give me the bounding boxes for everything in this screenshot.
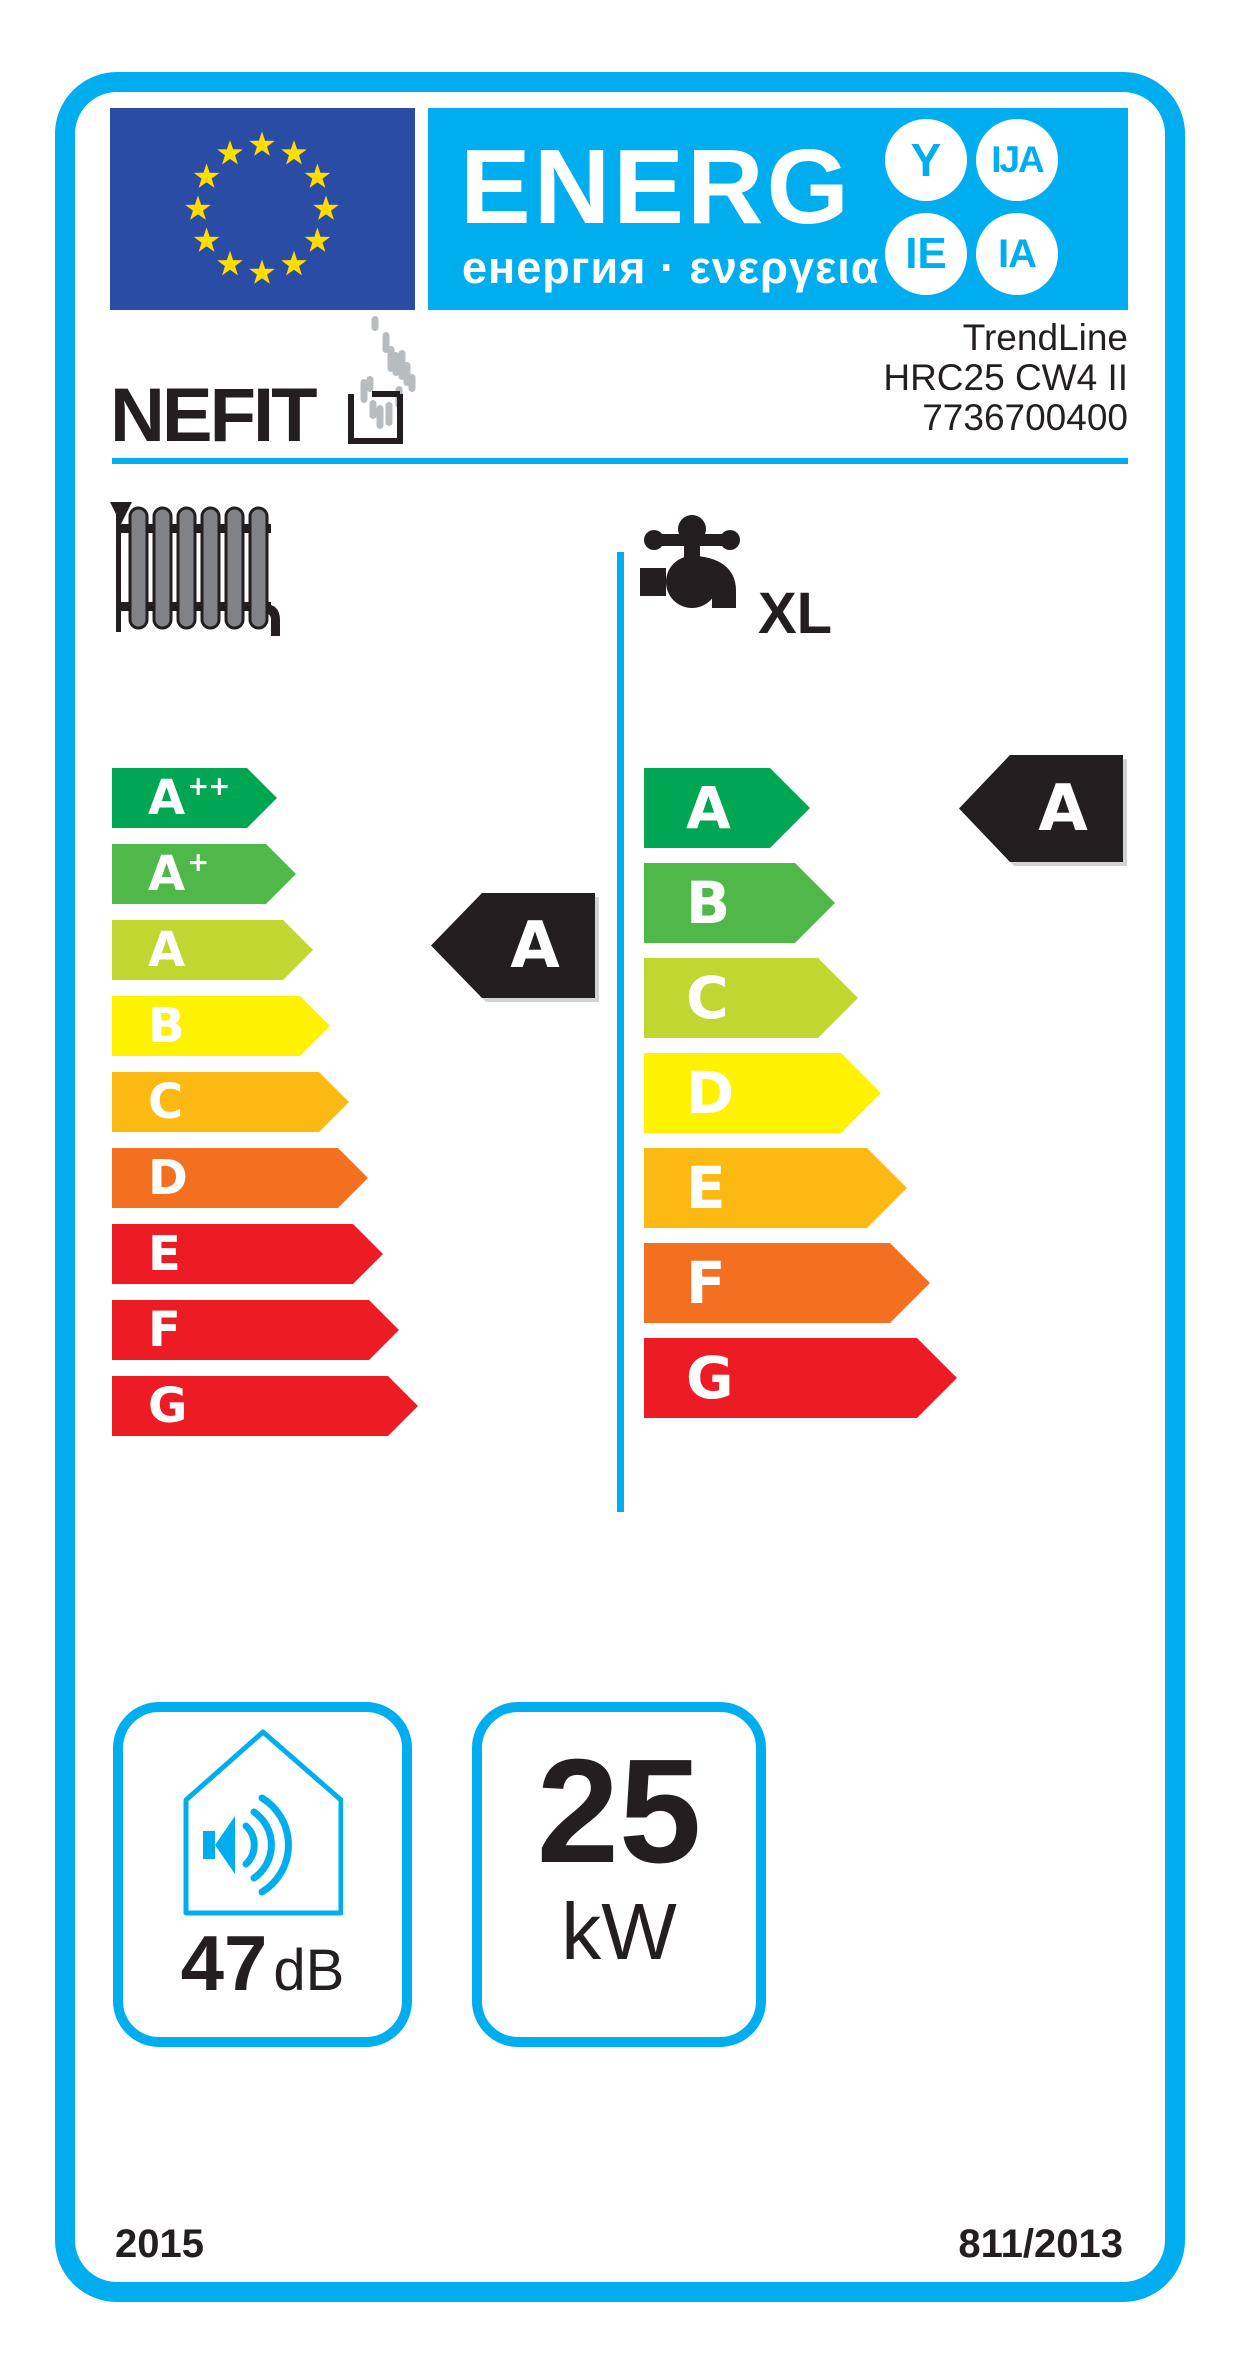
water-load-profile: XL	[758, 581, 833, 646]
tap-icon	[640, 515, 740, 608]
scale-bar-E: E	[644, 1148, 907, 1228]
power-value: 25	[536, 1729, 702, 1894]
scale-bar-A: A	[112, 920, 313, 980]
noise-value: 47	[180, 1919, 268, 2007]
eu-star	[249, 131, 275, 156]
scale-bar-C: C	[112, 1072, 349, 1132]
product-id-block: TrendLine HRC25 CW4 II 7736700400	[883, 318, 1128, 438]
scale-bar-A+: A +	[112, 844, 296, 904]
eu-star	[281, 140, 307, 165]
scale-bar-G: G	[644, 1338, 957, 1418]
brand-name: NEFIT	[110, 373, 318, 458]
energ-bubble-ija: IJA	[976, 119, 1058, 201]
noise-box: 47 dB	[113, 1702, 412, 2047]
eu-star	[304, 163, 331, 188]
energ-word: ENERG	[460, 128, 852, 246]
eu-star	[281, 250, 307, 276]
eu-star	[304, 227, 331, 252]
scale-bar-B: B	[644, 863, 835, 943]
heating-efficiency-scale: A ++ A + A B C D E F G	[112, 768, 418, 1436]
energ-banner: ENERG енергия · ενεργεια Y IJA IE IA	[428, 108, 1128, 310]
eu-star	[217, 250, 243, 276]
noise-unit: dB	[273, 1938, 345, 2003]
house-sound-icon	[183, 1729, 343, 1916]
eu-flag	[110, 108, 415, 310]
eu-star	[249, 259, 275, 284]
heating-rating-arrow: A	[431, 893, 595, 998]
product-number: 7736700400	[922, 397, 1128, 438]
scale-bar-B: B	[112, 996, 330, 1056]
product-model: HRC25 CW4 II	[883, 357, 1128, 398]
scale-bar-A++: A ++	[112, 768, 277, 828]
scale-bar-F: F	[112, 1300, 399, 1360]
scale-bar-A: A	[644, 768, 810, 848]
eu-star	[193, 163, 220, 188]
power-unit: kW	[561, 1887, 677, 1976]
scale-bar-G: G	[112, 1376, 418, 1436]
noise-value-row: 47 dB	[181, 1918, 345, 2009]
scale-bar-C: C	[644, 958, 858, 1038]
water-rating-arrow: A	[959, 755, 1123, 862]
brand-flame-icon	[348, 316, 416, 444]
eu-star	[185, 195, 211, 220]
label-border	[55, 72, 1185, 2302]
eu-star	[193, 227, 220, 252]
eu-star	[313, 195, 339, 220]
scale-bar-D: D	[112, 1148, 368, 1208]
eu-flag-stars	[185, 131, 339, 284]
energ-bubble-ie: IE	[885, 213, 967, 295]
scale-bar-F: F	[644, 1243, 930, 1323]
water-rating-letter: A	[1038, 771, 1088, 846]
eu-star	[217, 140, 243, 165]
regulation-number: 811/2013	[958, 2222, 1123, 2266]
scale-bar-D: D	[644, 1053, 881, 1133]
energ-subtitle: енергия · ενεργεια	[462, 242, 880, 293]
radiator-icon	[110, 502, 280, 636]
scale-bar-E: E	[112, 1224, 383, 1284]
product-line: TrendLine	[962, 317, 1128, 358]
power-box: 25 kW	[472, 1702, 766, 2047]
energ-bubble-y: Y	[885, 119, 967, 201]
header-rule	[112, 458, 1128, 464]
heating-rating-letter: A	[510, 908, 560, 983]
label-year: 2015	[115, 2222, 204, 2266]
scale-divider	[617, 552, 624, 1512]
energ-bubble-ia: IA	[976, 213, 1058, 295]
